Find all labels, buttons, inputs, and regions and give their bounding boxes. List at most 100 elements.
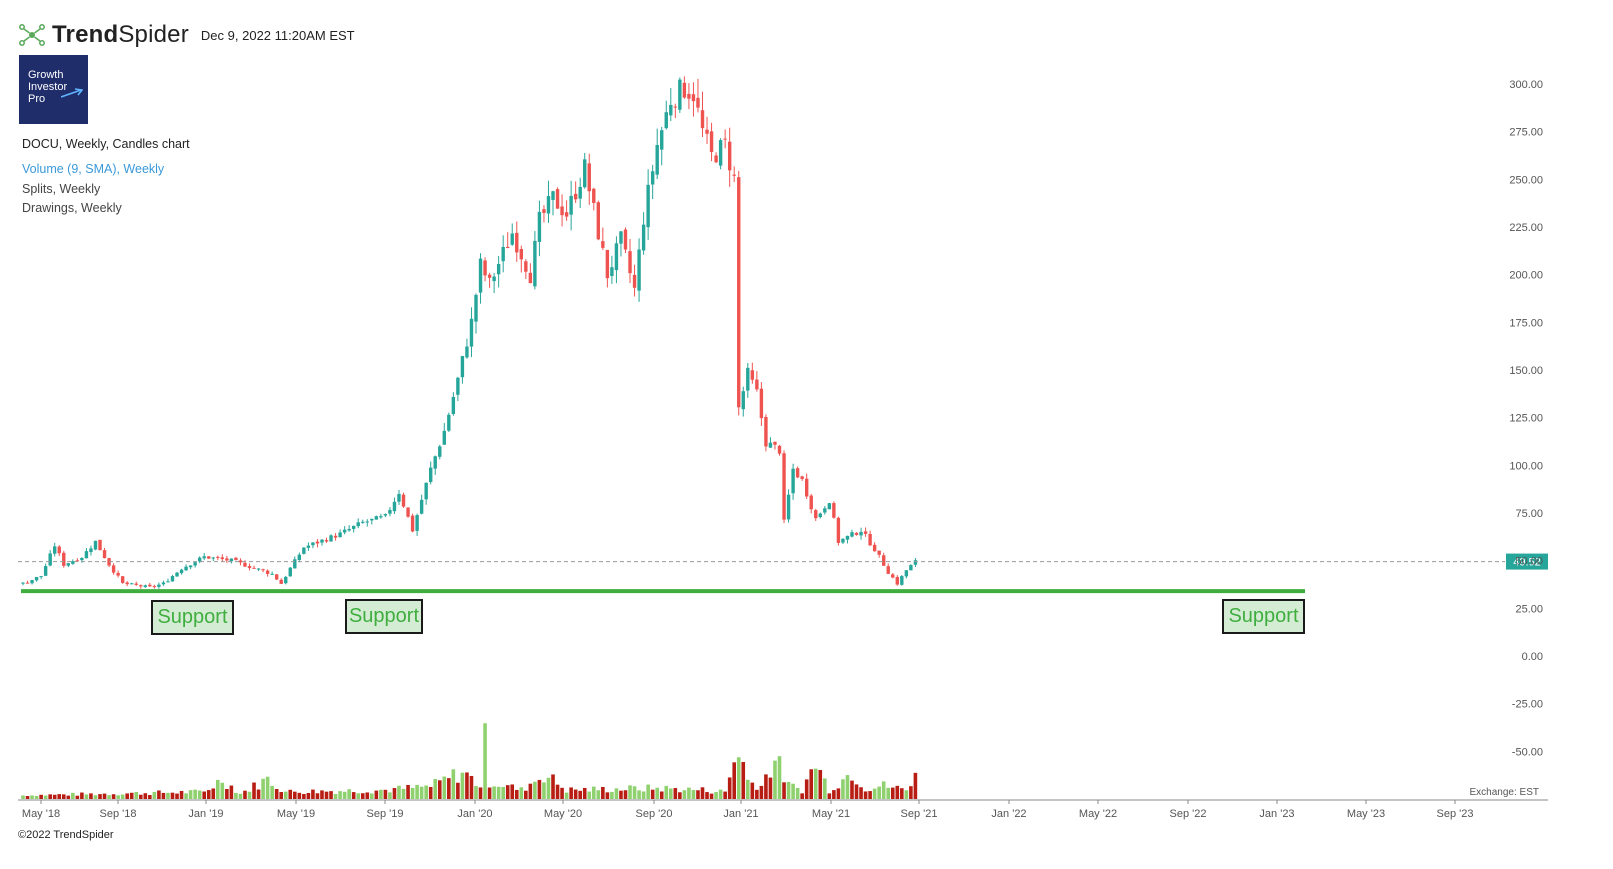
- volume-bar: [129, 792, 134, 799]
- copyright: ©2022 TrendSpider: [18, 829, 114, 841]
- x-tick-label: May '19: [277, 808, 315, 820]
- drawings-label[interactable]: Drawings, Weekly: [22, 201, 122, 215]
- candle-body: [216, 556, 220, 558]
- candle-body: [755, 379, 759, 390]
- volume-bar: [116, 795, 120, 799]
- candle-body: [877, 550, 881, 555]
- candle-body: [279, 579, 283, 584]
- candle-body: [492, 276, 496, 282]
- volume-bar: [75, 795, 80, 799]
- candle-body: [469, 318, 474, 347]
- candle-body: [628, 251, 632, 274]
- volume-bar: [256, 789, 261, 799]
- volume-bar: [913, 772, 918, 799]
- volume-bar: [148, 795, 152, 799]
- y-tick-label: 275.00: [1509, 127, 1543, 139]
- candle-body: [116, 572, 120, 576]
- candle-body: [823, 508, 827, 513]
- volume-bar: [179, 790, 184, 799]
- volume-bar: [102, 793, 107, 799]
- candle-body: [166, 581, 170, 583]
- chart-timestamp: Dec 9, 2022 11:20AM EST: [200, 27, 355, 43]
- volume-bar: [881, 781, 886, 799]
- splits-label[interactable]: Splits, Weekly: [22, 182, 101, 196]
- volume-indicator-label[interactable]: Volume (9, SMA), Weekly: [22, 162, 165, 176]
- volume-bar: [587, 791, 592, 799]
- candle-body: [809, 495, 813, 510]
- volume-bar: [764, 774, 768, 799]
- candle-body: [569, 195, 573, 215]
- candle-body: [800, 476, 804, 480]
- candle-body: [152, 586, 157, 588]
- candle-body: [741, 391, 745, 410]
- volume-bar: [143, 793, 148, 799]
- volume-bar: [478, 787, 483, 799]
- candle-body: [519, 249, 523, 260]
- growth-investor-pro-logo: Growth Investor Pro: [19, 55, 88, 124]
- candle-body: [750, 370, 755, 380]
- volume-bar: [320, 790, 324, 799]
- volume-bar: [379, 789, 383, 799]
- volume-bar: [610, 791, 614, 799]
- volume-bar: [650, 789, 655, 799]
- support-label: Support: [1222, 599, 1305, 634]
- volume-bar: [546, 777, 551, 799]
- candle-body: [93, 540, 98, 550]
- volume-bar: [628, 785, 632, 799]
- volume-bar: [283, 791, 288, 799]
- volume-bar: [152, 791, 157, 799]
- candle-body: [265, 570, 270, 574]
- candles: [21, 76, 918, 589]
- volume-bar: [311, 789, 315, 799]
- volume-bar: [890, 787, 895, 799]
- candle-body: [270, 573, 274, 575]
- volume-bar: [809, 769, 814, 799]
- volume-bar: [619, 790, 623, 799]
- volume-bar: [601, 786, 605, 799]
- candle-body: [804, 478, 809, 497]
- volume-bar: [252, 782, 256, 799]
- volume-bar: [401, 788, 406, 799]
- trendspider-logo-icon: [19, 24, 45, 46]
- candle-body: [909, 565, 913, 571]
- candle-body: [859, 531, 863, 536]
- candle-body: [442, 430, 446, 445]
- volume-bar: [66, 795, 71, 799]
- y-tick-label: 150.00: [1509, 365, 1543, 377]
- volume-bar: [57, 794, 62, 799]
- candle-body: [392, 501, 397, 512]
- volume-bar: [211, 788, 216, 799]
- volume-bar: [827, 793, 832, 799]
- candle-body: [84, 551, 89, 559]
- candle-body: [424, 482, 428, 500]
- volume-bar: [302, 794, 306, 799]
- candle-body: [900, 576, 904, 585]
- volume-bar: [863, 791, 868, 799]
- volume-bar: [682, 790, 687, 799]
- candle-body: [460, 356, 465, 378]
- volume-bar: [578, 790, 582, 799]
- volume-bar: [841, 779, 845, 799]
- volume-bar: [329, 791, 333, 799]
- volume-bar: [342, 791, 347, 799]
- candle-body: [143, 585, 148, 588]
- candle-body: [542, 209, 546, 213]
- candle-body: [365, 521, 369, 523]
- candle-body: [854, 532, 859, 535]
- volume-bar: [632, 786, 637, 799]
- candle-body: [374, 516, 379, 520]
- candle-body: [691, 94, 696, 102]
- candle-body: [474, 294, 478, 322]
- candle-body: [841, 538, 845, 543]
- volume-bars: [21, 723, 918, 799]
- volume-bar: [664, 785, 669, 799]
- candle-body: [682, 82, 687, 98]
- candle-body: [673, 106, 678, 108]
- candle-body: [764, 416, 768, 447]
- candle-body: [157, 584, 161, 587]
- candle-body: [184, 566, 188, 571]
- candle-body: [560, 206, 564, 216]
- candle-body: [211, 557, 215, 559]
- candle-body: [623, 229, 628, 250]
